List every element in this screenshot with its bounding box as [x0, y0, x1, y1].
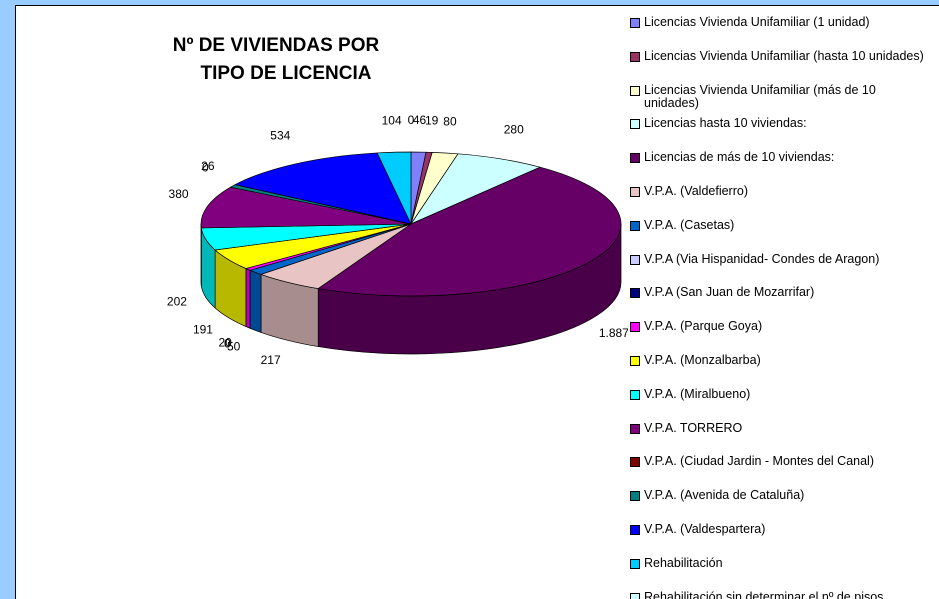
legend-label: V.P.A. (Valdespartera): [644, 522, 765, 536]
data-label: 80: [443, 114, 457, 128]
legend-swatch: [630, 424, 640, 434]
legend-item: V.P.A. (Monzalbarba): [628, 354, 928, 367]
legend-item: V.P.A. (Valdefierro): [628, 185, 928, 198]
legend-item: Licencias hasta 10 viviendas:: [628, 117, 928, 130]
legend-swatch: [630, 525, 640, 535]
legend-label: Licencias de más de 10 viviendas:: [644, 150, 834, 164]
legend-label: V.P.A. (Monzalbarba): [644, 353, 761, 367]
legend-item: V.P.A. (Ciudad Jardin - Montes del Canal…: [628, 455, 928, 468]
legend-label: V.P.A. (Miralbueno): [644, 387, 750, 401]
data-label: 280: [504, 122, 524, 136]
legend-item: Licencias Vivienda Unifamiliar (1 unidad…: [628, 16, 928, 29]
legend: Licencias Vivienda Unifamiliar (1 unidad…: [628, 6, 939, 599]
data-label: 191: [193, 322, 213, 336]
legend-swatch: [630, 255, 640, 265]
legend-label: Licencias Vivienda Unifamiliar (1 unidad…: [644, 15, 870, 29]
slice-side: [246, 269, 250, 329]
legend-item: V.P.A (Via Hispanidad- Condes de Aragon): [628, 253, 928, 266]
legend-label: V.P.A. (Ciudad Jardin - Montes del Canal…: [644, 454, 874, 468]
legend-label: V.P.A. (Casetas): [644, 218, 734, 232]
legend-swatch: [630, 86, 640, 96]
legend-item: V.P.A. (Valdespartera): [628, 523, 928, 536]
data-label: 0: [408, 113, 415, 127]
chart-title: TIPO DE LICENCIA: [200, 63, 371, 84]
data-label: 104: [382, 113, 402, 127]
legend-item: Licencias Vivienda Unifamiliar (más de 1…: [628, 84, 928, 110]
chart: Nº DE VIVIENDAS POR TIPO DE LICENCIA 461…: [16, 6, 628, 599]
data-label: 20: [218, 335, 232, 349]
legend-swatch: [630, 119, 640, 129]
legend-swatch: [630, 356, 640, 366]
legend-swatch: [630, 457, 640, 467]
legend-swatch: [630, 322, 640, 332]
legend-item: V.P.A. (Avenida de Cataluña): [628, 489, 928, 502]
data-label: 534: [270, 129, 290, 143]
data-label: 202: [167, 295, 187, 309]
legend-label: V.P.A (San Juan de Mozarrifar): [644, 285, 814, 299]
legend-item: Licencias de más de 10 viviendas:: [628, 151, 928, 164]
legend-label: V.P.A. (Parque Goya): [644, 319, 762, 333]
legend-swatch: [630, 559, 640, 569]
legend-swatch: [630, 390, 640, 400]
legend-item: V.P.A. (Casetas): [628, 219, 928, 232]
data-label: 217: [261, 353, 281, 367]
legend-swatch: [630, 221, 640, 231]
data-label: 26: [201, 159, 215, 173]
legend-label: V.P.A. TORRERO: [644, 421, 742, 435]
legend-label: Rehabilitación: [644, 556, 723, 570]
data-label: 380: [169, 187, 189, 201]
legend-item: V.P.A (San Juan de Mozarrifar): [628, 286, 928, 299]
legend-swatch: [630, 52, 640, 62]
legend-label: Licencias Vivienda Unifamiliar (hasta 10…: [644, 49, 924, 63]
legend-item: V.P.A. (Miralbueno): [628, 388, 928, 401]
legend-swatch: [630, 593, 640, 599]
chart-title: Nº DE VIVIENDAS POR: [173, 35, 380, 56]
legend-label: Licencias Vivienda Unifamiliar (más de 1…: [644, 83, 876, 110]
legend-swatch: [630, 18, 640, 28]
legend-label: V.P.A (Via Hispanidad- Condes de Aragon): [644, 252, 879, 266]
legend-swatch: [630, 288, 640, 298]
slice-side: [250, 270, 261, 332]
data-label: 19: [425, 113, 439, 127]
legend-item: V.P.A. (Parque Goya): [628, 320, 928, 333]
legend-swatch: [630, 187, 640, 197]
legend-item: Licencias Vivienda Unifamiliar (hasta 10…: [628, 50, 928, 63]
legend-swatch: [630, 491, 640, 501]
legend-item: Rehabilitación: [628, 557, 928, 570]
legend-label: V.P.A. (Avenida de Cataluña): [644, 488, 804, 502]
legend-label: Licencias hasta 10 viviendas:: [644, 116, 807, 130]
legend-swatch: [630, 153, 640, 163]
legend-item: V.P.A. TORRERO: [628, 422, 928, 435]
legend-label: V.P.A. (Valdefierro): [644, 184, 748, 198]
data-label: 1.887: [599, 326, 628, 340]
